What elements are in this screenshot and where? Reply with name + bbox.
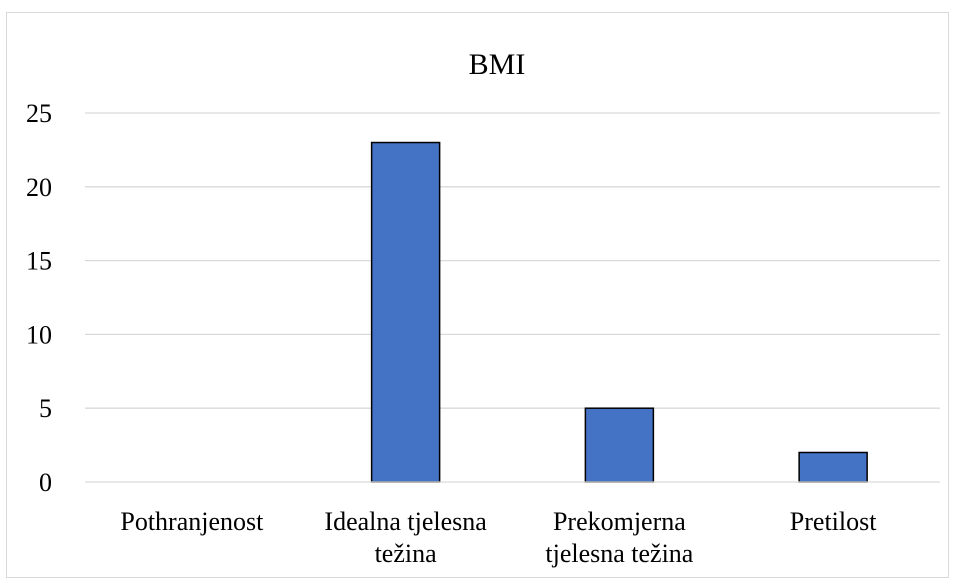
gridlines	[85, 112, 940, 409]
x-tick-label: Idealna tjelesna težina	[324, 507, 487, 568]
y-tick-label: 15	[26, 247, 52, 276]
y-tick-label: 10	[26, 320, 52, 349]
bar	[798, 451, 868, 483]
x-tick-label-line: tjelesna težina	[545, 539, 693, 568]
x-tick-label: Pretilost	[790, 507, 877, 536]
bars	[370, 141, 868, 483]
x-tick-label: Pothranjenost	[120, 507, 264, 536]
chart-frame	[6, 12, 949, 578]
bar	[370, 141, 441, 483]
y-tick-label: 20	[26, 173, 52, 202]
x-tick-label-line: Prekomjerna	[553, 507, 686, 536]
y-tick-label: 0	[39, 468, 52, 497]
x-tick-label-line: Idealna tjelesna	[324, 507, 487, 536]
x-axis-tick-labels: Pothranjenost Idealna tjelesna težina Preko…	[120, 507, 877, 568]
y-tick-label: 5	[39, 394, 52, 423]
chart-title: BMI	[469, 48, 526, 81]
x-tick-label: Prekomjerna tjelesna težina	[545, 507, 693, 568]
y-axis-tick-labels: 0 5 10 15 20 25	[26, 99, 52, 497]
y-tick-label: 25	[26, 99, 52, 128]
x-tick-label-line: težina	[375, 539, 438, 568]
x-tick-label-line: Pretilost	[790, 507, 877, 536]
bar	[584, 407, 655, 483]
x-tick-label-line: Pothranjenost	[120, 507, 264, 536]
